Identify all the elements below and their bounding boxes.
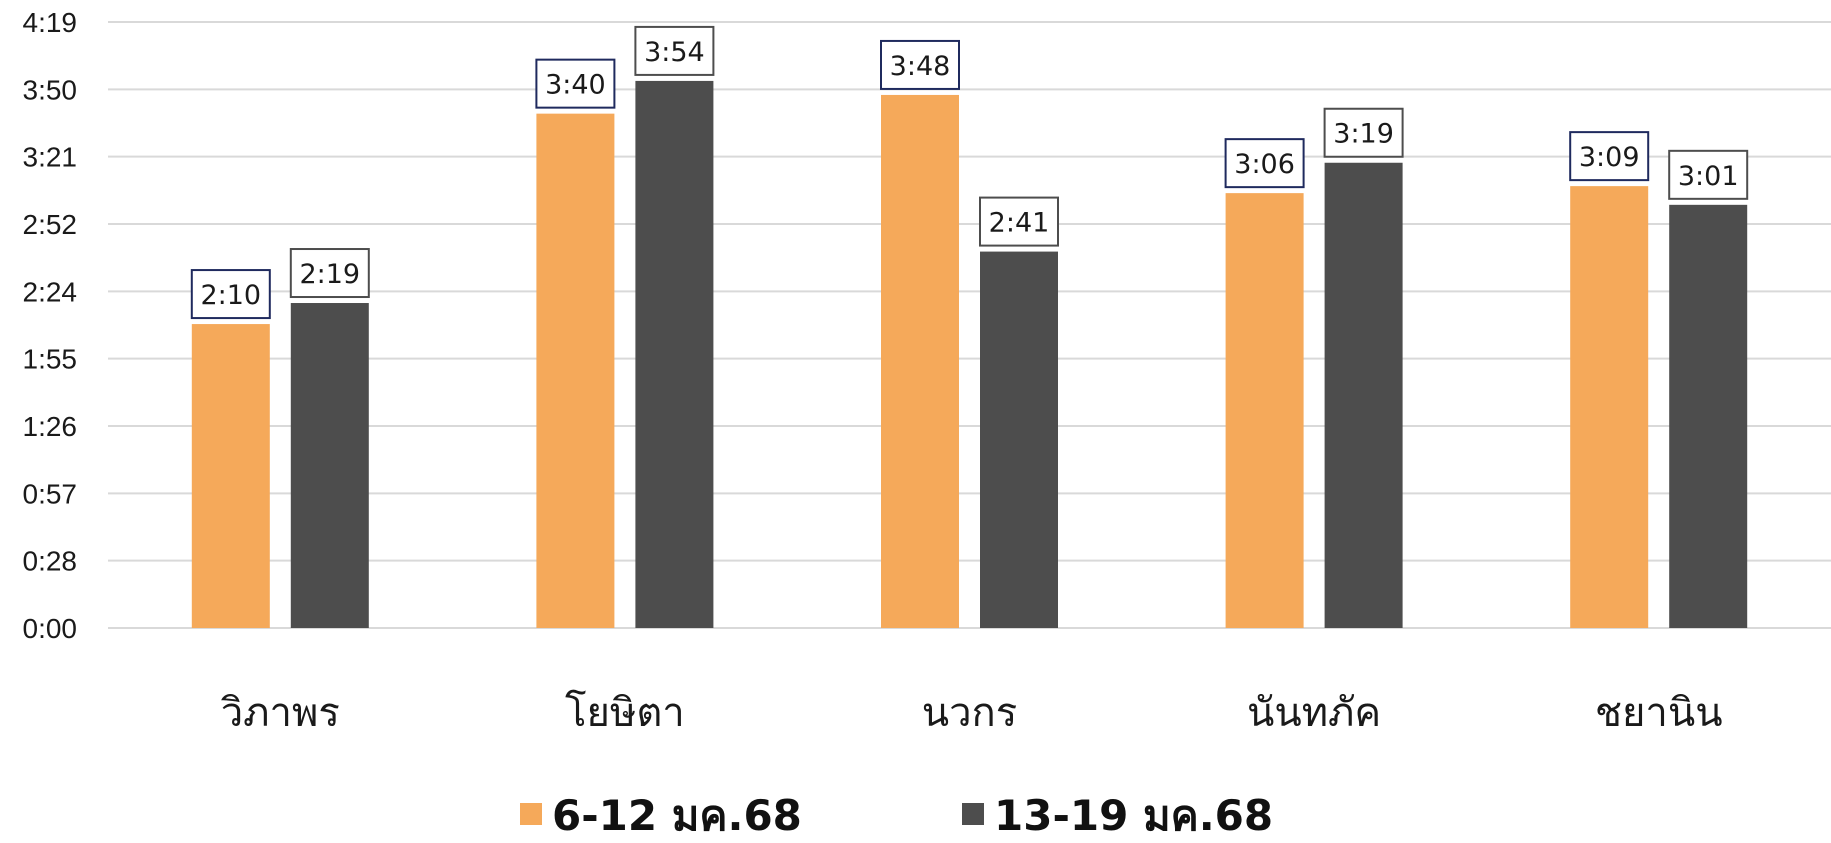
x-category-label: นวกร — [922, 690, 1018, 736]
data-labels: 2:10 2:19 3:40 3:54 3:48 2:41 3:06 3:19 3:09 3:01 — [190, 25, 1749, 320]
bar — [191, 324, 270, 628]
bar — [536, 113, 615, 629]
data-label-box — [1569, 131, 1650, 182]
data-label: 2:19 — [299, 259, 360, 290]
data-label-box — [634, 25, 715, 76]
gridlines — [108, 21, 1831, 629]
bar — [1324, 162, 1403, 629]
data-label-box — [190, 269, 271, 320]
y-tick-label: 0:28 — [23, 546, 78, 577]
x-category-label: ชยานิน — [1595, 690, 1723, 736]
bar — [1669, 204, 1748, 628]
y-axis: 0:00 0:28 0:57 1:26 1:55 2:24 2:52 3:21 3:50 4:19 — [23, 7, 78, 644]
data-label: 2:10 — [200, 280, 261, 311]
bar — [881, 94, 959, 628]
data-label: 3:54 — [644, 37, 705, 68]
y-tick-label: 3:50 — [23, 74, 78, 105]
x-category-label: นันทภัค — [1247, 690, 1381, 736]
y-tick-label: 1:26 — [23, 411, 78, 442]
x-category-label: โยษิตา — [565, 690, 685, 736]
legend: 6-12 มค.68 13-19 มค.68 — [520, 791, 1273, 840]
data-label: 3:06 — [1234, 149, 1295, 180]
bar — [980, 251, 1058, 629]
bar — [635, 80, 714, 628]
bar — [1570, 186, 1649, 628]
legend-swatch — [520, 803, 542, 825]
bars — [191, 80, 1748, 629]
data-label-box — [880, 39, 960, 90]
y-tick-label: 4:19 — [23, 7, 78, 38]
bar — [290, 303, 369, 628]
data-label: 2:41 — [989, 208, 1050, 239]
legend-label: 6-12 มค.68 — [552, 791, 802, 840]
data-label: 3:40 — [545, 70, 606, 101]
bar — [1225, 193, 1304, 628]
y-tick-label: 0:57 — [23, 478, 78, 509]
data-label-box — [979, 196, 1059, 247]
y-tick-label: 2:52 — [23, 209, 78, 240]
y-tick-label: 0:00 — [23, 613, 78, 644]
data-label: 3:01 — [1678, 161, 1739, 192]
data-label-box — [289, 248, 370, 299]
legend-label: 13-19 มค.68 — [994, 791, 1273, 840]
y-tick-label: 1:55 — [23, 344, 78, 375]
y-tick-label: 2:24 — [23, 276, 78, 307]
legend-swatch — [962, 803, 984, 825]
x-axis: วิภาพร โยษิตา นวกร นันทภัค ชยานิน — [221, 690, 1723, 736]
data-label: 3:48 — [890, 51, 951, 82]
y-tick-label: 3:21 — [23, 142, 78, 173]
x-category-label: วิภาพร — [221, 690, 340, 736]
data-label-box — [1323, 107, 1404, 158]
data-label-box — [1224, 138, 1305, 189]
data-label: 3:19 — [1333, 119, 1394, 150]
data-label-box — [1668, 149, 1749, 200]
data-label: 3:09 — [1579, 142, 1640, 173]
data-label-box — [535, 58, 616, 109]
